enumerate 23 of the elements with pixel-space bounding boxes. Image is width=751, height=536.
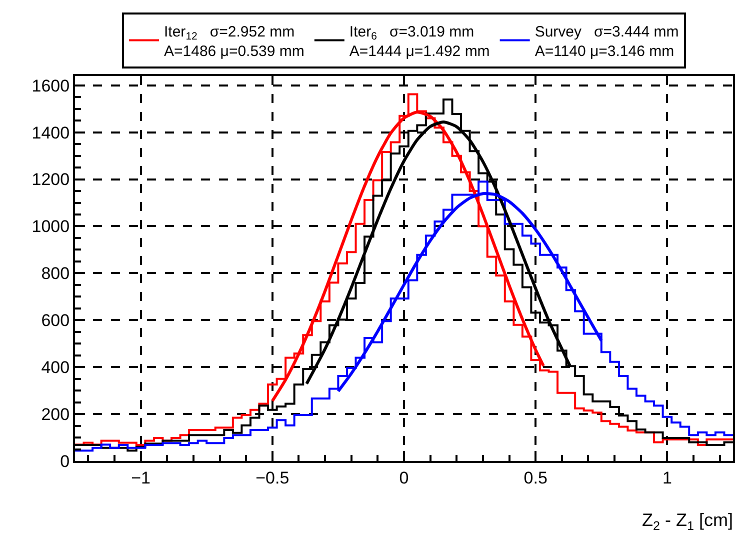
legend-label: Iter$_{12}$ σ=2.952 mm: [164, 23, 295, 43]
x-tick-label: −1: [131, 468, 150, 488]
y-tick-label: 600: [41, 311, 70, 330]
y-tick-label: 1400: [32, 123, 70, 142]
legend-label: Iter$_{6}$ σ=3.019 mm: [349, 23, 474, 43]
y-tick-label: 400: [41, 358, 70, 378]
line-series: [270, 110, 545, 402]
x-tick-label: 0: [399, 468, 409, 488]
x-tick-label: 0.5: [524, 468, 548, 488]
y-tick-label: 0: [60, 452, 70, 471]
x-axis-title: Z$_{2}$ - Z$_{1}$ [cm]: [642, 510, 733, 533]
y-tick-label: 1000: [32, 217, 70, 236]
y-tick-label: 200: [41, 405, 70, 424]
line-series: [336, 192, 603, 393]
y-tick-label: 1600: [32, 76, 70, 96]
x-tick-label: 1: [662, 468, 672, 488]
legend-label: Survey σ=3.444 mm: [534, 23, 679, 40]
y-tick-label: 800: [41, 264, 70, 284]
text: A=1140 μ=3.146 mm: [534, 42, 674, 60]
text: A=1486 μ=0.539 mm: [164, 42, 304, 60]
x-tick-label: −0.5: [256, 468, 290, 488]
y-tick-label: 1200: [32, 170, 70, 190]
text: A=1444 μ=1.492 mm: [349, 42, 490, 60]
